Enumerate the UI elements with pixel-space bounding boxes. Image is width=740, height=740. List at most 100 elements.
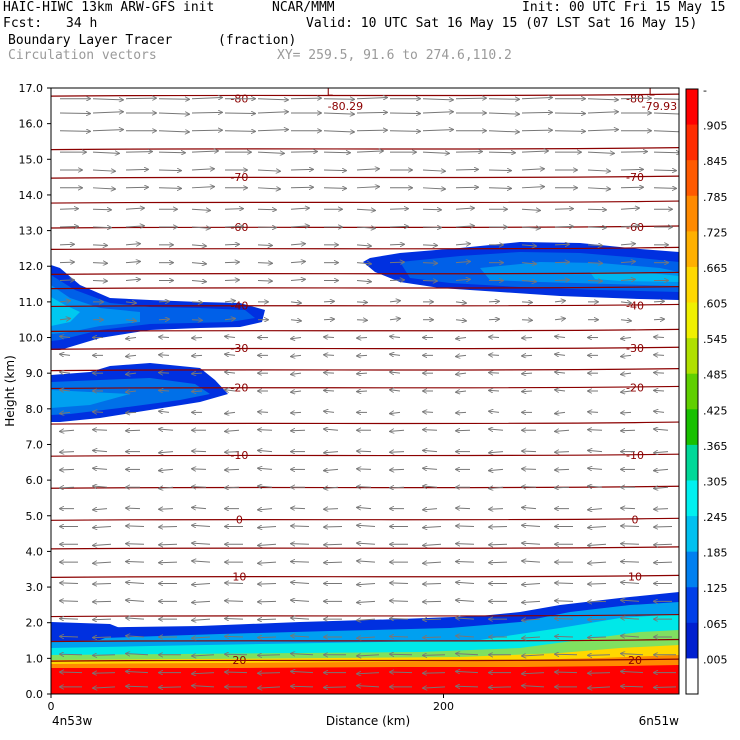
circulation-vector	[423, 430, 438, 431]
circulation-vector	[126, 686, 149, 687]
circulation-vector	[291, 686, 314, 687]
circulation-vector	[290, 261, 305, 262]
y-tick-label: 16.0	[19, 118, 44, 131]
y-axis: 0.0 1.0 2.0 3.0 4.0 5.0 6.0 7.0 8.0 9.0 10.0 11.0 12…	[19, 82, 51, 701]
circulation-vector	[60, 672, 83, 673]
circulation-vector	[159, 373, 170, 374]
circulation-vector	[192, 373, 203, 374]
circulation-vector	[488, 188, 511, 189]
circulation-vector	[488, 99, 519, 100]
circulation-vector	[489, 469, 504, 470]
circulation-vector	[522, 373, 533, 374]
circulation-vector	[59, 244, 74, 245]
circulation-vector	[654, 411, 665, 412]
circulation-vector	[456, 562, 475, 563]
colorbar-label: .905	[703, 120, 728, 133]
circulation-vector	[588, 468, 603, 469]
y-tick-label: 15.0	[19, 153, 44, 166]
circulation-vector	[389, 244, 404, 245]
circulation-vector	[621, 671, 644, 672]
circulation-vector	[423, 687, 446, 688]
circulation-vector	[192, 507, 207, 508]
temperature-isotherm	[51, 147, 679, 151]
circulation-vector	[522, 391, 533, 392]
temperature-isotherm	[51, 574, 679, 578]
circulation-vector	[356, 280, 371, 281]
fcst-label: Fcst:	[3, 16, 43, 31]
isotherm-label: -60	[626, 221, 644, 234]
circulation-vector	[290, 244, 305, 245]
isotherm-label: -10	[230, 449, 248, 462]
circulation-vector	[390, 601, 409, 602]
circulation-vector	[258, 655, 281, 656]
circulation-vector	[587, 245, 602, 246]
circulation-vector	[159, 411, 170, 412]
circulation-vector	[60, 390, 71, 391]
y-tick-label: 2.0	[26, 617, 44, 630]
circulation-vector	[654, 390, 665, 391]
circulation-vector	[258, 450, 273, 451]
circulation-vector	[59, 226, 78, 227]
colorbar-swatch	[686, 516, 698, 553]
circulation-vector	[125, 320, 136, 321]
circulation-vector	[291, 582, 310, 583]
colorbar-swatch	[686, 551, 698, 588]
circulation-vector	[290, 320, 301, 321]
circulation-vector	[125, 152, 152, 153]
circulation-vector	[291, 636, 310, 637]
circulation-vector	[356, 151, 383, 152]
circulation-vector	[357, 373, 368, 374]
circulation-vector	[290, 169, 313, 170]
circulation-vector	[324, 373, 335, 374]
circulation-vector	[192, 338, 203, 339]
circulation-vector	[522, 655, 545, 656]
circulation-vector	[290, 226, 309, 227]
circulation-vector	[357, 686, 380, 687]
y-tick-label: 1.0	[26, 652, 44, 665]
circulation-vector	[587, 209, 606, 210]
circulation-vector	[456, 412, 467, 413]
vector-label: Circulation vectors	[8, 48, 157, 63]
circulation-vector	[60, 430, 75, 431]
circulation-vector	[654, 487, 669, 488]
x-axis-title: Distance (km)	[326, 714, 410, 728]
circulation-vector	[158, 152, 185, 153]
circulation-vector	[621, 562, 640, 563]
circulation-vector	[488, 113, 519, 114]
circulation-vector	[158, 113, 189, 114]
circulation-vector	[621, 338, 632, 339]
circulation-vector	[60, 372, 71, 373]
circulation-vector	[620, 169, 643, 170]
x-tick-label: 200	[433, 700, 454, 713]
circulation-vector	[357, 655, 380, 656]
y-axis-title: Height (km)	[3, 355, 17, 426]
circulation-vector	[291, 618, 310, 619]
circulation-vector	[126, 671, 149, 672]
circulation-vector	[620, 261, 635, 262]
circulation-vector	[489, 429, 504, 430]
circulation-vector	[159, 355, 170, 356]
temperature-isotherm	[51, 385, 679, 390]
circulation-vector	[653, 152, 679, 153]
circulation-vector	[225, 619, 244, 620]
circulation-vector	[93, 468, 108, 469]
circulation-vector	[324, 337, 335, 338]
circulation-vector	[290, 208, 309, 209]
colorbar-swatch	[686, 302, 698, 339]
colorbar-label: .125	[703, 582, 728, 595]
circulation-vector	[489, 390, 500, 391]
circulation-vector	[192, 451, 207, 452]
circulation-vector	[126, 544, 145, 545]
circulation-vector	[159, 487, 174, 488]
circulation-vector	[224, 280, 239, 281]
circulation-vector	[587, 112, 618, 113]
circulation-vector	[224, 262, 239, 263]
circulation-vector	[389, 131, 420, 132]
circulation-vector	[192, 469, 207, 470]
circulation-vector	[554, 280, 569, 281]
circulation-vector	[59, 131, 90, 132]
circulation-vector	[654, 687, 677, 688]
y-tick-label: 14.0	[19, 189, 44, 202]
circulation-vector	[423, 544, 442, 545]
circulation-vector	[191, 320, 202, 321]
